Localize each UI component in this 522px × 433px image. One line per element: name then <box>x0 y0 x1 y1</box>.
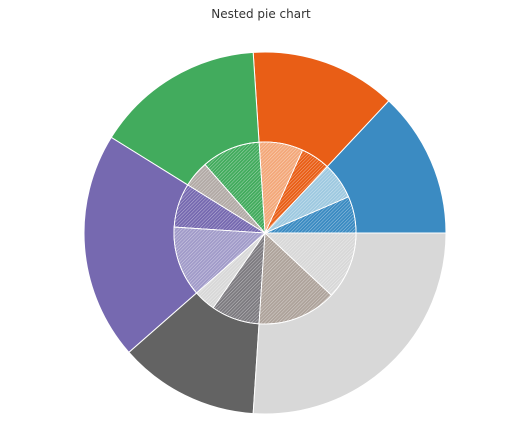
inner-ring <box>174 142 356 324</box>
